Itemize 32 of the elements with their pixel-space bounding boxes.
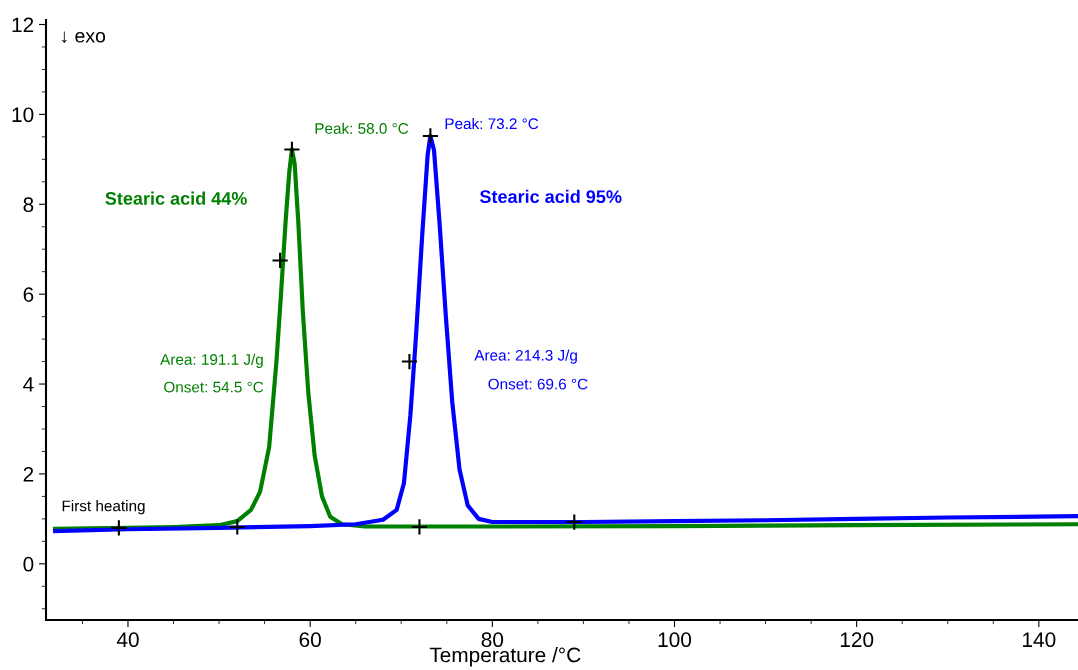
annotation: Area: 191.1 J/g: [160, 353, 263, 368]
point: [271, 251, 289, 270]
x-axis-title: Temperature /°C: [429, 647, 581, 667]
annotation: ↓ exo: [62, 31, 106, 44]
point: [228, 518, 246, 536]
y-tick-label: 8: [23, 197, 34, 213]
y-tick-label: 0: [23, 556, 34, 572]
y-tick-label: 12: [12, 17, 34, 33]
x-tick-label: 80: [481, 632, 504, 648]
x-tick-label: 40: [116, 632, 139, 648]
y-tick-label: 6: [23, 287, 34, 302]
x-tick-label: 60: [299, 632, 321, 648]
text: Stearic acid 95%: [479, 189, 622, 204]
x-tick-label: 120: [840, 632, 874, 648]
annotation: Peak: 73.2 °C: [445, 117, 539, 130]
annotation: First heating: [62, 500, 145, 515]
y-tick-label: 10: [12, 107, 34, 123]
annotation: Peak: 58.0 °C: [315, 122, 409, 134]
y-tick-label: 4: [23, 377, 34, 392]
x-tick-label: 100: [658, 632, 692, 648]
point: [565, 513, 583, 531]
point: [421, 127, 440, 145]
annotation: Area: 214.3 J/g: [474, 349, 577, 364]
x-tick-label: 140: [1023, 632, 1056, 648]
annotation: Onset: 69.6 °C: [488, 378, 588, 390]
point: [283, 140, 301, 159]
point: [410, 518, 429, 536]
annotation: Onset: 54.5 °C: [164, 381, 264, 393]
text: Stearic acid 44%: [105, 191, 247, 205]
point: [400, 352, 419, 371]
point: [110, 519, 128, 537]
y-tick-label: 2: [23, 466, 34, 482]
